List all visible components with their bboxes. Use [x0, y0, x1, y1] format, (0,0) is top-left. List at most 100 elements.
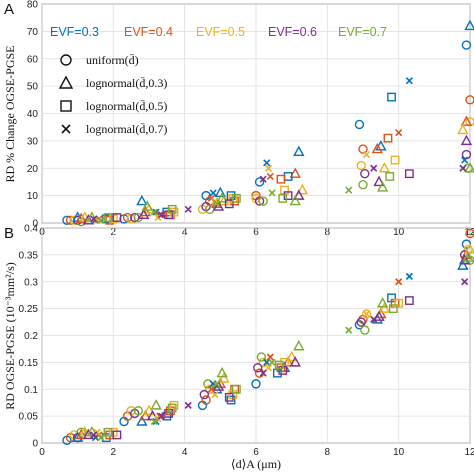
panel-a-ylabel: RD % Change OGSE-PGSE — [3, 46, 17, 183]
data-point-triangle — [146, 409, 159, 421]
y-tick-label: 10 — [27, 191, 39, 202]
data-point-square — [404, 169, 414, 179]
data-point-triangle — [378, 161, 391, 173]
data-point-circle — [358, 179, 368, 190]
data-point-triangle — [71, 431, 84, 442]
evf-label: EVF=0.6 — [268, 25, 317, 39]
data-point-square — [231, 384, 241, 394]
data-point-square — [169, 207, 179, 217]
data-point-square — [226, 395, 236, 405]
data-point-x — [213, 200, 221, 208]
x-tick-label: 0 — [39, 447, 45, 458]
legend-label: lognormal(d̄,0.3) — [86, 76, 167, 90]
data-point-circle — [258, 196, 268, 206]
data-point-x — [263, 159, 271, 167]
data-point-square — [103, 427, 113, 437]
data-point-x — [461, 278, 469, 286]
data-point-circle — [133, 212, 144, 223]
data-point-triangle — [143, 404, 155, 415]
data-point-x — [150, 417, 158, 426]
data-point-x — [209, 189, 217, 197]
data-point-x — [345, 186, 353, 194]
data-point-x — [263, 358, 271, 366]
data-point-x — [268, 358, 276, 366]
x-tick-label: 12 — [464, 447, 474, 458]
data-point-square — [230, 196, 239, 206]
data-point-circle — [465, 228, 474, 239]
data-point-x — [157, 412, 166, 420]
data-point-x — [97, 434, 105, 442]
legend-marker-circle — [60, 54, 72, 66]
panel-b-ticks: 0 2 4 6 8 10 12 0 0.05 0.1 0.15 0.2 0.25 0.3 0.35 0.4 — [19, 224, 474, 459]
y-tick-label: 0.05 — [19, 412, 39, 423]
data-point-circle — [465, 95, 474, 105]
data-point-triangle — [137, 208, 150, 219]
data-point-triangle — [285, 350, 298, 362]
panel-b-marks — [62, 228, 474, 446]
panel-a: A 02468101201020304050607080 RD % Change… — [3, 0, 474, 238]
data-point-x — [207, 385, 215, 393]
y-tick-label: 0.3 — [24, 277, 38, 288]
data-point-x — [211, 391, 219, 399]
data-point-circle — [203, 379, 213, 389]
legend-marker-square — [60, 100, 72, 112]
data-point-triangle — [464, 161, 474, 173]
data-point-triangle — [141, 200, 153, 211]
data-point-square — [276, 174, 286, 184]
x-tick-label: 2 — [111, 447, 117, 458]
panel-b-xlabel: ⟨d⟩A (μm) — [231, 457, 281, 471]
panel-b-letter: B — [4, 225, 14, 242]
data-point-x — [459, 164, 467, 172]
y-tick-label: 30 — [27, 136, 39, 147]
data-point-x — [150, 208, 158, 216]
panel-a-legend: uniform(d̄) lognormal(d̄,0.3) lognormal(d̄… — [58, 53, 167, 136]
data-point-circle — [254, 177, 265, 187]
data-point-x — [363, 310, 371, 318]
data-point-circle — [256, 352, 267, 362]
data-point-triangle — [460, 115, 473, 126]
data-point-circle — [360, 169, 370, 179]
data-point-x — [395, 129, 403, 137]
data-point-triangle — [212, 200, 225, 211]
data-point-circle — [360, 325, 370, 335]
y-tick-label: 40 — [27, 109, 39, 120]
data-point-x — [370, 315, 378, 323]
data-point-square — [167, 403, 177, 413]
data-point-circle — [253, 363, 263, 373]
data-point-triangle — [376, 296, 389, 308]
data-point-square — [103, 213, 113, 222]
data-point-triangle — [75, 428, 87, 440]
data-point-square — [274, 360, 284, 370]
data-point-triangle — [289, 167, 301, 178]
panel-b-grid — [41, 227, 471, 444]
data-point-square — [169, 400, 179, 410]
panel-a-evf-labels: EVF=0.3 EVF=0.4 EVF=0.5 EVF=0.6 EVF=0.7 — [50, 25, 387, 39]
data-point-square — [390, 155, 400, 165]
y-tick-label: 0 — [32, 439, 38, 450]
y-tick-label: 50 — [27, 82, 39, 93]
data-point-triangle — [464, 19, 474, 31]
y-tick-label: 0 — [32, 219, 38, 230]
data-point-square — [224, 392, 234, 402]
data-point-square — [278, 193, 288, 203]
data-point-triangle — [136, 415, 148, 426]
legend-label: lognormal(d̄,0.5) — [86, 99, 167, 113]
data-point-x — [268, 189, 276, 197]
data-point-triangle — [457, 259, 469, 270]
data-point-triangle — [293, 339, 305, 351]
evf-label: EVF=0.3 — [50, 25, 99, 39]
data-point-circle — [130, 212, 140, 223]
data-point-square — [231, 193, 241, 203]
evf-label: EVF=0.4 — [124, 25, 173, 39]
data-point-square — [404, 296, 414, 305]
data-point-triangle — [82, 428, 95, 440]
legend-marker-triangle — [58, 75, 74, 89]
legend-label: lognormal(d̄,0.7) — [86, 122, 167, 136]
data-point-triangle — [464, 243, 474, 254]
data-point-circle — [254, 196, 265, 206]
data-point-x — [157, 211, 166, 219]
data-point-triangle — [378, 302, 391, 313]
data-point-square — [394, 298, 404, 308]
data-point-triangle — [75, 212, 87, 224]
